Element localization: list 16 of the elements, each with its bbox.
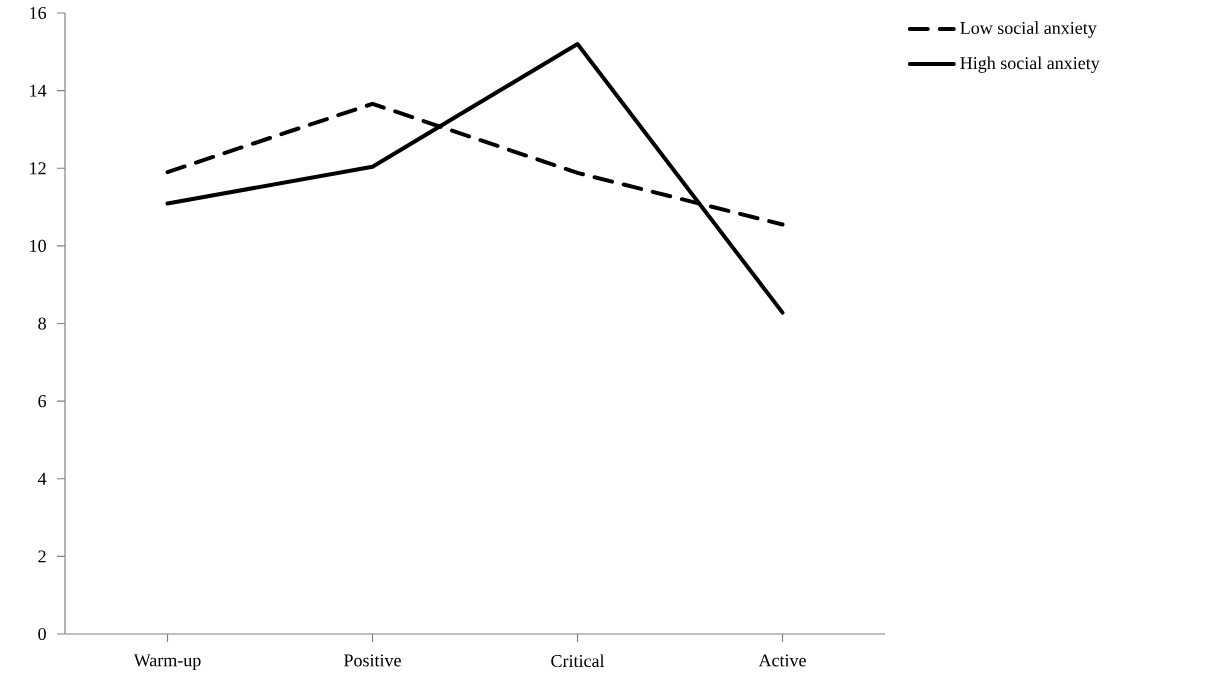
y-tick-label: 8 [38, 317, 46, 330]
y-tick-label: 2 [38, 550, 46, 563]
legend-label: Low social anxiety [960, 21, 1097, 38]
x-tick-label: Critical [551, 654, 605, 668]
y-tick-label: 12 [30, 162, 46, 175]
y-tick-label: 4 [37, 472, 47, 485]
y-tick-label: 14 [30, 84, 47, 97]
x-tick-label: Positive [344, 654, 401, 667]
y-tick-label: 0 [38, 627, 46, 641]
x-tick-label: Warm-up [133, 654, 201, 671]
y-tick-label: 10 [30, 239, 46, 252]
y-tick-label: 6 [38, 395, 47, 408]
x-tick-label: Active [758, 654, 806, 667]
y-tick-label: 16 [30, 6, 47, 20]
line-series [165, 42, 785, 315]
legend-label: High social anxiety [960, 56, 1100, 73]
